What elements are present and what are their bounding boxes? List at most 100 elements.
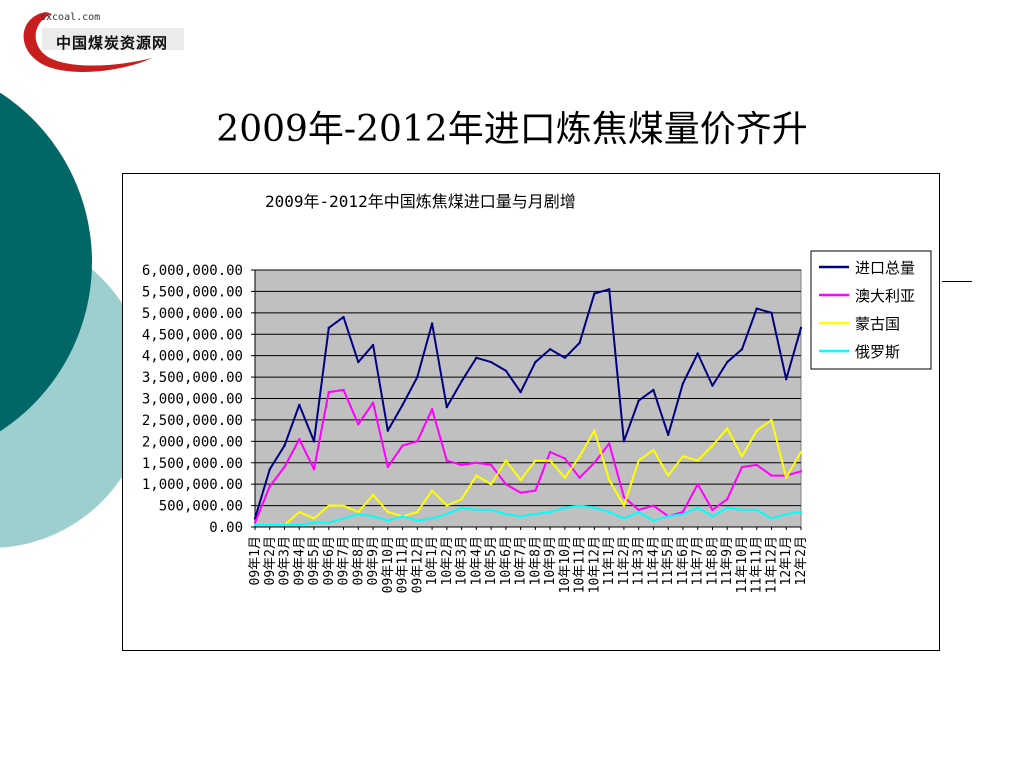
x-tick-label: 09年11月	[396, 536, 411, 593]
y-tick-label: 1,500,000.00	[142, 456, 243, 472]
data-point	[770, 311, 773, 315]
data-point	[475, 461, 478, 464]
y-tick-label: 2,500,000.00	[142, 413, 243, 429]
data-point	[726, 506, 729, 509]
legend-connector-line	[942, 281, 972, 282]
data-point	[652, 504, 655, 507]
data-point	[401, 403, 404, 407]
data-point	[578, 341, 581, 345]
x-tick-label: 09年12月	[410, 536, 425, 593]
x-tick-label: 11年11月	[750, 536, 765, 593]
data-point	[607, 478, 611, 482]
data-point	[253, 523, 257, 527]
x-tick-label: 10年7月	[514, 536, 529, 585]
x-tick-label: 10年3月	[455, 536, 470, 585]
data-point	[519, 390, 522, 394]
data-point	[534, 512, 537, 516]
data-point	[430, 322, 434, 325]
legend-entry: 澳大利亚	[855, 287, 915, 305]
data-point	[681, 382, 685, 385]
data-point	[755, 429, 758, 432]
y-tick-label: 4,500,000.00	[142, 327, 243, 343]
data-point	[622, 495, 626, 499]
data-point	[268, 485, 271, 488]
data-point	[445, 504, 449, 507]
y-tick-label: 5,000,000.00	[142, 306, 243, 322]
data-point	[489, 482, 493, 486]
data-point	[534, 360, 537, 364]
x-tick-label: 09年8月	[351, 536, 366, 585]
data-point	[578, 455, 581, 458]
data-point	[622, 440, 626, 443]
data-point	[298, 403, 301, 407]
data-point	[475, 508, 478, 512]
data-point	[622, 504, 626, 507]
legend-entry: 进口总量	[855, 259, 915, 277]
data-point	[460, 463, 463, 467]
data-point	[489, 463, 493, 467]
legend-box	[810, 250, 932, 370]
data-point	[593, 292, 596, 295]
data-point	[327, 521, 330, 524]
data-point	[357, 360, 360, 364]
data-point	[327, 390, 330, 394]
data-point	[342, 517, 345, 520]
data-point	[504, 512, 508, 516]
data-point	[475, 356, 478, 360]
data-point	[593, 506, 596, 509]
data-point	[489, 360, 493, 364]
data-point	[770, 474, 773, 477]
data-point	[740, 508, 744, 512]
data-point	[401, 515, 404, 518]
data-point	[548, 510, 552, 514]
x-tick-label: 11年3月	[632, 536, 647, 585]
data-point	[416, 440, 419, 443]
data-point	[563, 506, 567, 509]
data-point	[696, 506, 699, 509]
data-point	[386, 510, 390, 514]
x-tick-label: 09年4月	[292, 536, 307, 585]
data-point	[416, 519, 419, 522]
data-point	[666, 515, 670, 518]
dark-teal-circle	[0, 92, 92, 432]
x-tick-label: 09年5月	[307, 536, 322, 585]
y-tick-label: 4,000,000.00	[142, 349, 243, 365]
data-point	[504, 482, 508, 486]
data-point	[519, 478, 522, 482]
data-point	[534, 459, 537, 462]
data-point	[593, 461, 596, 464]
data-point	[283, 523, 286, 527]
data-point	[637, 510, 640, 514]
x-tick-label: 11年10月	[735, 536, 750, 593]
series-line-2	[254, 388, 802, 524]
x-tick-label: 09年10月	[381, 536, 396, 593]
x-tick-label: 12年2月	[794, 536, 809, 585]
data-point	[696, 459, 699, 462]
data-point	[740, 455, 744, 458]
data-point	[357, 512, 360, 516]
data-point	[475, 474, 478, 477]
data-point	[357, 423, 360, 426]
data-point	[785, 512, 788, 516]
data-point	[607, 442, 611, 445]
legend-entry: 蒙古国	[855, 315, 900, 333]
data-point	[298, 510, 301, 514]
data-point	[681, 510, 685, 514]
data-point	[342, 504, 345, 507]
data-point	[371, 493, 375, 497]
data-point	[681, 455, 685, 458]
data-point	[312, 517, 316, 520]
data-point	[445, 459, 449, 462]
x-tick-label: 09年3月	[278, 536, 293, 585]
data-point	[327, 504, 330, 507]
data-point	[755, 307, 758, 310]
data-point	[416, 510, 419, 514]
legend-entry: 俄罗斯	[855, 343, 900, 361]
data-point	[371, 343, 375, 347]
x-tick-label: 11年4月	[646, 536, 661, 585]
data-point	[711, 444, 714, 447]
data-point	[740, 465, 744, 469]
data-point	[445, 405, 449, 409]
data-point	[578, 476, 581, 479]
data-point	[666, 474, 670, 477]
